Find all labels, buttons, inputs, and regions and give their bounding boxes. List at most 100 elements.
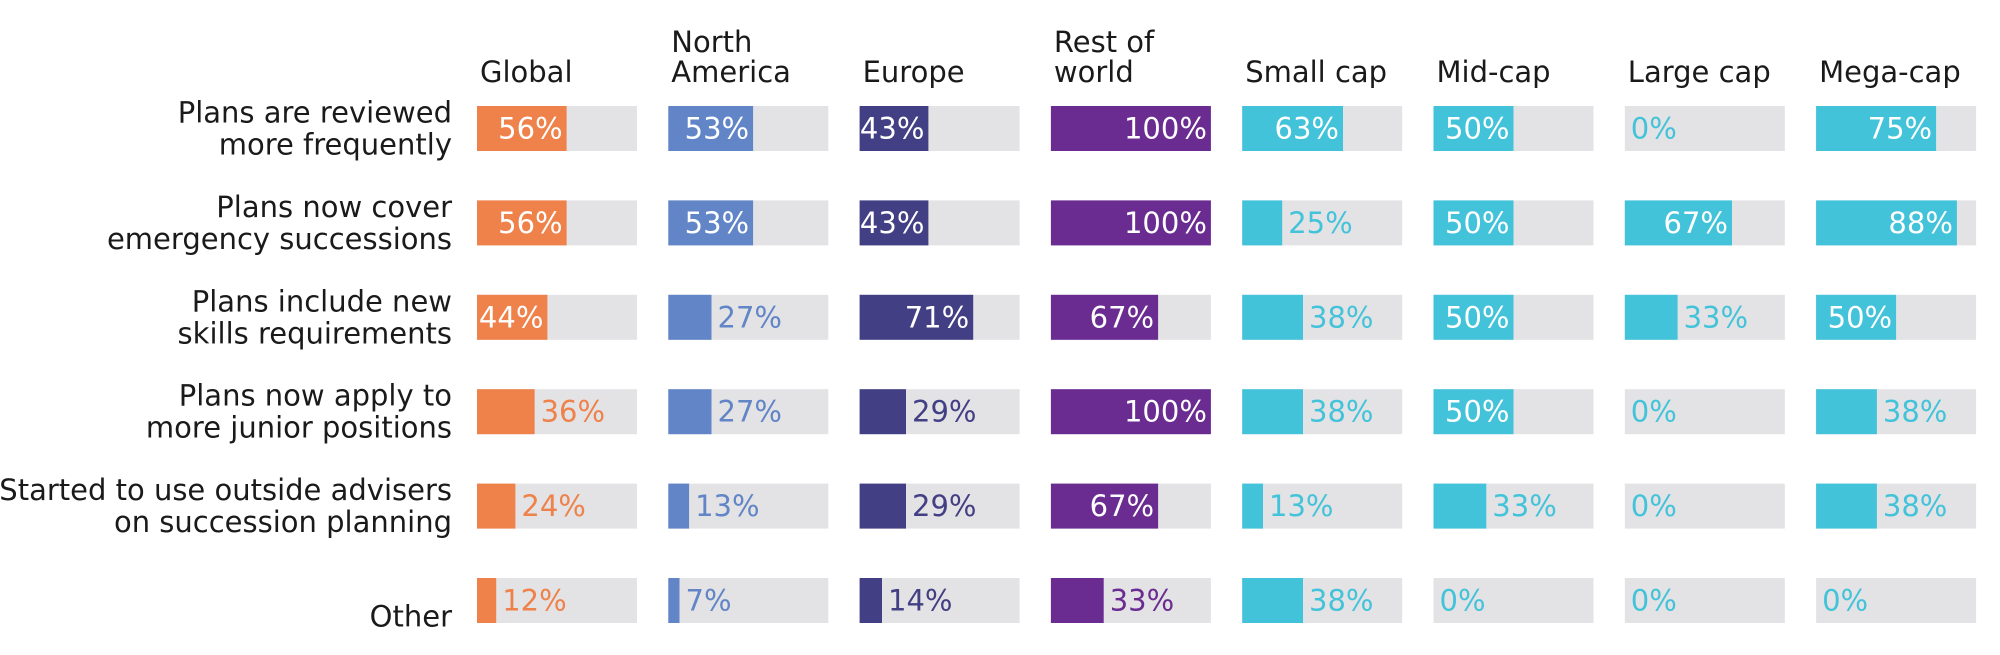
row-label-plans-include-new-skills-requirements: skills requirements (178, 316, 452, 350)
bar-track-large-cap-plans-now-apply-to-more-junior-positions (1624, 389, 1785, 435)
bar-north-america-plans-now-cover-emergency-successions (668, 200, 754, 246)
column-header-north-america: America (671, 55, 791, 89)
bar-global-plans-now-cover-emergency-successions (477, 200, 567, 246)
bar-track-small-cap-started-to-use-outside-advisers-on-succession-planning (1242, 483, 1403, 529)
column-header-north-america: North (671, 25, 752, 59)
bar-europe-plans-now-apply-to-more-junior-positions (859, 389, 906, 435)
value-label-small-cap-started-to-use-outside-advisers-on-succession-planning: 13% (1269, 489, 1333, 523)
column-header-small-cap: Small cap (1245, 55, 1387, 89)
value-label-mid-cap-plans-now-apply-to-more-junior-positions: 50% (1445, 395, 1509, 429)
bar-global-other (477, 578, 497, 623)
value-label-mega-cap-plans-include-new-skills-requirements: 50% (1828, 300, 1892, 334)
value-label-global-other: 12% (502, 584, 566, 618)
value-label-europe-other: 14% (888, 584, 952, 618)
bar-mega-cap-plans-are-reviewed-more-frequently (1816, 106, 1937, 151)
bar-mid-cap-started-to-use-outside-advisers-on-succession-planning (1433, 483, 1487, 529)
value-label-large-cap-plans-now-cover-emergency-successions: 67% (1664, 206, 1728, 240)
value-label-small-cap-plans-now-cover-emergency-successions: 25% (1288, 206, 1352, 240)
bar-north-america-plans-include-new-skills-requirements (668, 294, 712, 340)
bar-north-america-other (668, 578, 680, 623)
value-label-mid-cap-plans-include-new-skills-requirements: 50% (1445, 300, 1509, 334)
value-label-global-plans-now-cover-emergency-successions: 56% (498, 206, 562, 240)
bar-track-europe-other (859, 578, 1020, 623)
value-label-rest-of-world-other: 33% (1110, 584, 1174, 618)
bar-rest-of-world-plans-are-reviewed-more-frequently (1050, 106, 1211, 151)
row-label-started-to-use-outside-advisers-on-succession-planning: on succession planning (114, 505, 452, 539)
bar-mid-cap-plans-now-apply-to-more-junior-positions (1433, 389, 1514, 435)
value-label-global-started-to-use-outside-advisers-on-succession-planning: 24% (521, 489, 585, 523)
row-label-plans-now-cover-emergency-successions: emergency successions (107, 222, 452, 256)
bar-rest-of-world-plans-include-new-skills-requirements (1050, 294, 1159, 340)
bar-rest-of-world-started-to-use-outside-advisers-on-succession-planning (1050, 483, 1159, 529)
bar-track-global-other (477, 578, 637, 623)
value-label-mid-cap-other: 0% (1440, 584, 1486, 618)
row-label-plans-are-reviewed-more-frequently: Plans are reviewed (178, 96, 452, 130)
value-label-large-cap-plans-are-reviewed-more-frequently: 0% (1631, 112, 1677, 146)
bar-global-plans-now-apply-to-more-junior-positions (477, 389, 535, 435)
column-header-mega-cap: Mega-cap (1819, 55, 1961, 89)
value-label-small-cap-plans-now-apply-to-more-junior-positions: 38% (1309, 395, 1373, 429)
bar-rest-of-world-plans-now-apply-to-more-junior-positions (1050, 389, 1211, 435)
bar-europe-plans-include-new-skills-requirements (859, 294, 974, 340)
value-label-small-cap-plans-include-new-skills-requirements: 38% (1309, 300, 1373, 334)
bar-europe-plans-are-reviewed-more-frequently (859, 106, 929, 151)
bar-global-plans-include-new-skills-requirements (477, 294, 548, 340)
value-label-mega-cap-plans-are-reviewed-more-frequently: 75% (1868, 112, 1932, 146)
value-label-rest-of-world-plans-include-new-skills-requirements: 67% (1090, 300, 1154, 334)
column-header-large-cap: Large cap (1628, 55, 1771, 89)
value-label-large-cap-other: 0% (1631, 584, 1677, 618)
bar-track-large-cap-other (1624, 578, 1785, 623)
value-label-north-america-started-to-use-outside-advisers-on-succession-planning: 13% (695, 489, 759, 523)
value-label-rest-of-world-plans-now-apply-to-more-junior-positions: 100% (1124, 395, 1207, 429)
value-label-mega-cap-other: 0% (1822, 584, 1868, 618)
bar-mid-cap-plans-are-reviewed-more-frequently (1433, 106, 1514, 151)
bar-north-america-plans-now-apply-to-more-junior-positions (668, 389, 712, 435)
bar-track-mid-cap-other (1433, 578, 1594, 623)
bar-mega-cap-plans-include-new-skills-requirements (1816, 294, 1897, 340)
value-label-mega-cap-plans-now-cover-emergency-successions: 88% (1888, 206, 1952, 240)
value-label-large-cap-plans-include-new-skills-requirements: 33% (1684, 300, 1748, 334)
bar-small-cap-other (1242, 578, 1303, 623)
value-label-rest-of-world-plans-now-cover-emergency-successions: 100% (1124, 206, 1207, 240)
value-label-large-cap-plans-now-apply-to-more-junior-positions: 0% (1631, 395, 1677, 429)
bar-mega-cap-plans-now-apply-to-more-junior-positions (1816, 389, 1877, 435)
bar-europe-plans-now-cover-emergency-successions (859, 200, 929, 246)
value-label-north-america-other: 7% (686, 584, 732, 618)
column-header-rest-of-world: world (1054, 55, 1134, 89)
value-label-global-plans-are-reviewed-more-frequently: 56% (498, 112, 562, 146)
column-header-europe: Europe (863, 55, 965, 89)
value-label-north-america-plans-now-cover-emergency-successions: 53% (685, 206, 749, 240)
bar-global-started-to-use-outside-advisers-on-succession-planning (477, 483, 516, 529)
value-label-europe-plans-now-cover-emergency-successions: 43% (860, 206, 924, 240)
bar-europe-other (859, 578, 882, 623)
row-label-plans-now-apply-to-more-junior-positions: more junior positions (146, 411, 452, 445)
bar-small-cap-plans-now-cover-emergency-successions (1242, 200, 1283, 246)
value-label-rest-of-world-plans-are-reviewed-more-frequently: 100% (1124, 112, 1207, 146)
row-label-started-to-use-outside-advisers-on-succession-planning: Started to use outside advisers (0, 473, 452, 507)
value-label-europe-plans-include-new-skills-requirements: 71% (905, 300, 969, 334)
column-header-mid-cap: Mid-cap (1437, 55, 1551, 89)
value-label-north-america-plans-now-apply-to-more-junior-positions: 27% (718, 395, 782, 429)
bar-mid-cap-plans-include-new-skills-requirements (1433, 294, 1514, 340)
value-label-mid-cap-started-to-use-outside-advisers-on-succession-planning: 33% (1492, 489, 1556, 523)
value-label-small-cap-plans-are-reviewed-more-frequently: 63% (1275, 112, 1339, 146)
bar-north-america-started-to-use-outside-advisers-on-succession-planning (668, 483, 690, 529)
value-label-north-america-plans-include-new-skills-requirements: 27% (718, 300, 782, 334)
column-header-rest-of-world: Rest of (1054, 25, 1155, 59)
value-label-north-america-plans-are-reviewed-more-frequently: 53% (685, 112, 749, 146)
bar-rest-of-world-other (1050, 578, 1104, 623)
bar-mega-cap-plans-now-cover-emergency-successions (1816, 200, 1957, 246)
value-label-rest-of-world-started-to-use-outside-advisers-on-succession-planning: 67% (1090, 489, 1154, 523)
bar-global-plans-are-reviewed-more-frequently (477, 106, 567, 151)
bar-large-cap-plans-now-cover-emergency-successions (1624, 200, 1732, 246)
bar-track-large-cap-started-to-use-outside-advisers-on-succession-planning (1624, 483, 1785, 529)
bar-mega-cap-started-to-use-outside-advisers-on-succession-planning (1816, 483, 1877, 529)
value-label-mega-cap-started-to-use-outside-advisers-on-succession-planning: 38% (1883, 489, 1947, 523)
bar-large-cap-plans-include-new-skills-requirements (1624, 294, 1678, 340)
bar-small-cap-started-to-use-outside-advisers-on-succession-planning (1242, 483, 1263, 529)
bar-track-mega-cap-other (1816, 578, 1977, 623)
value-label-mid-cap-plans-are-reviewed-more-frequently: 50% (1445, 112, 1509, 146)
